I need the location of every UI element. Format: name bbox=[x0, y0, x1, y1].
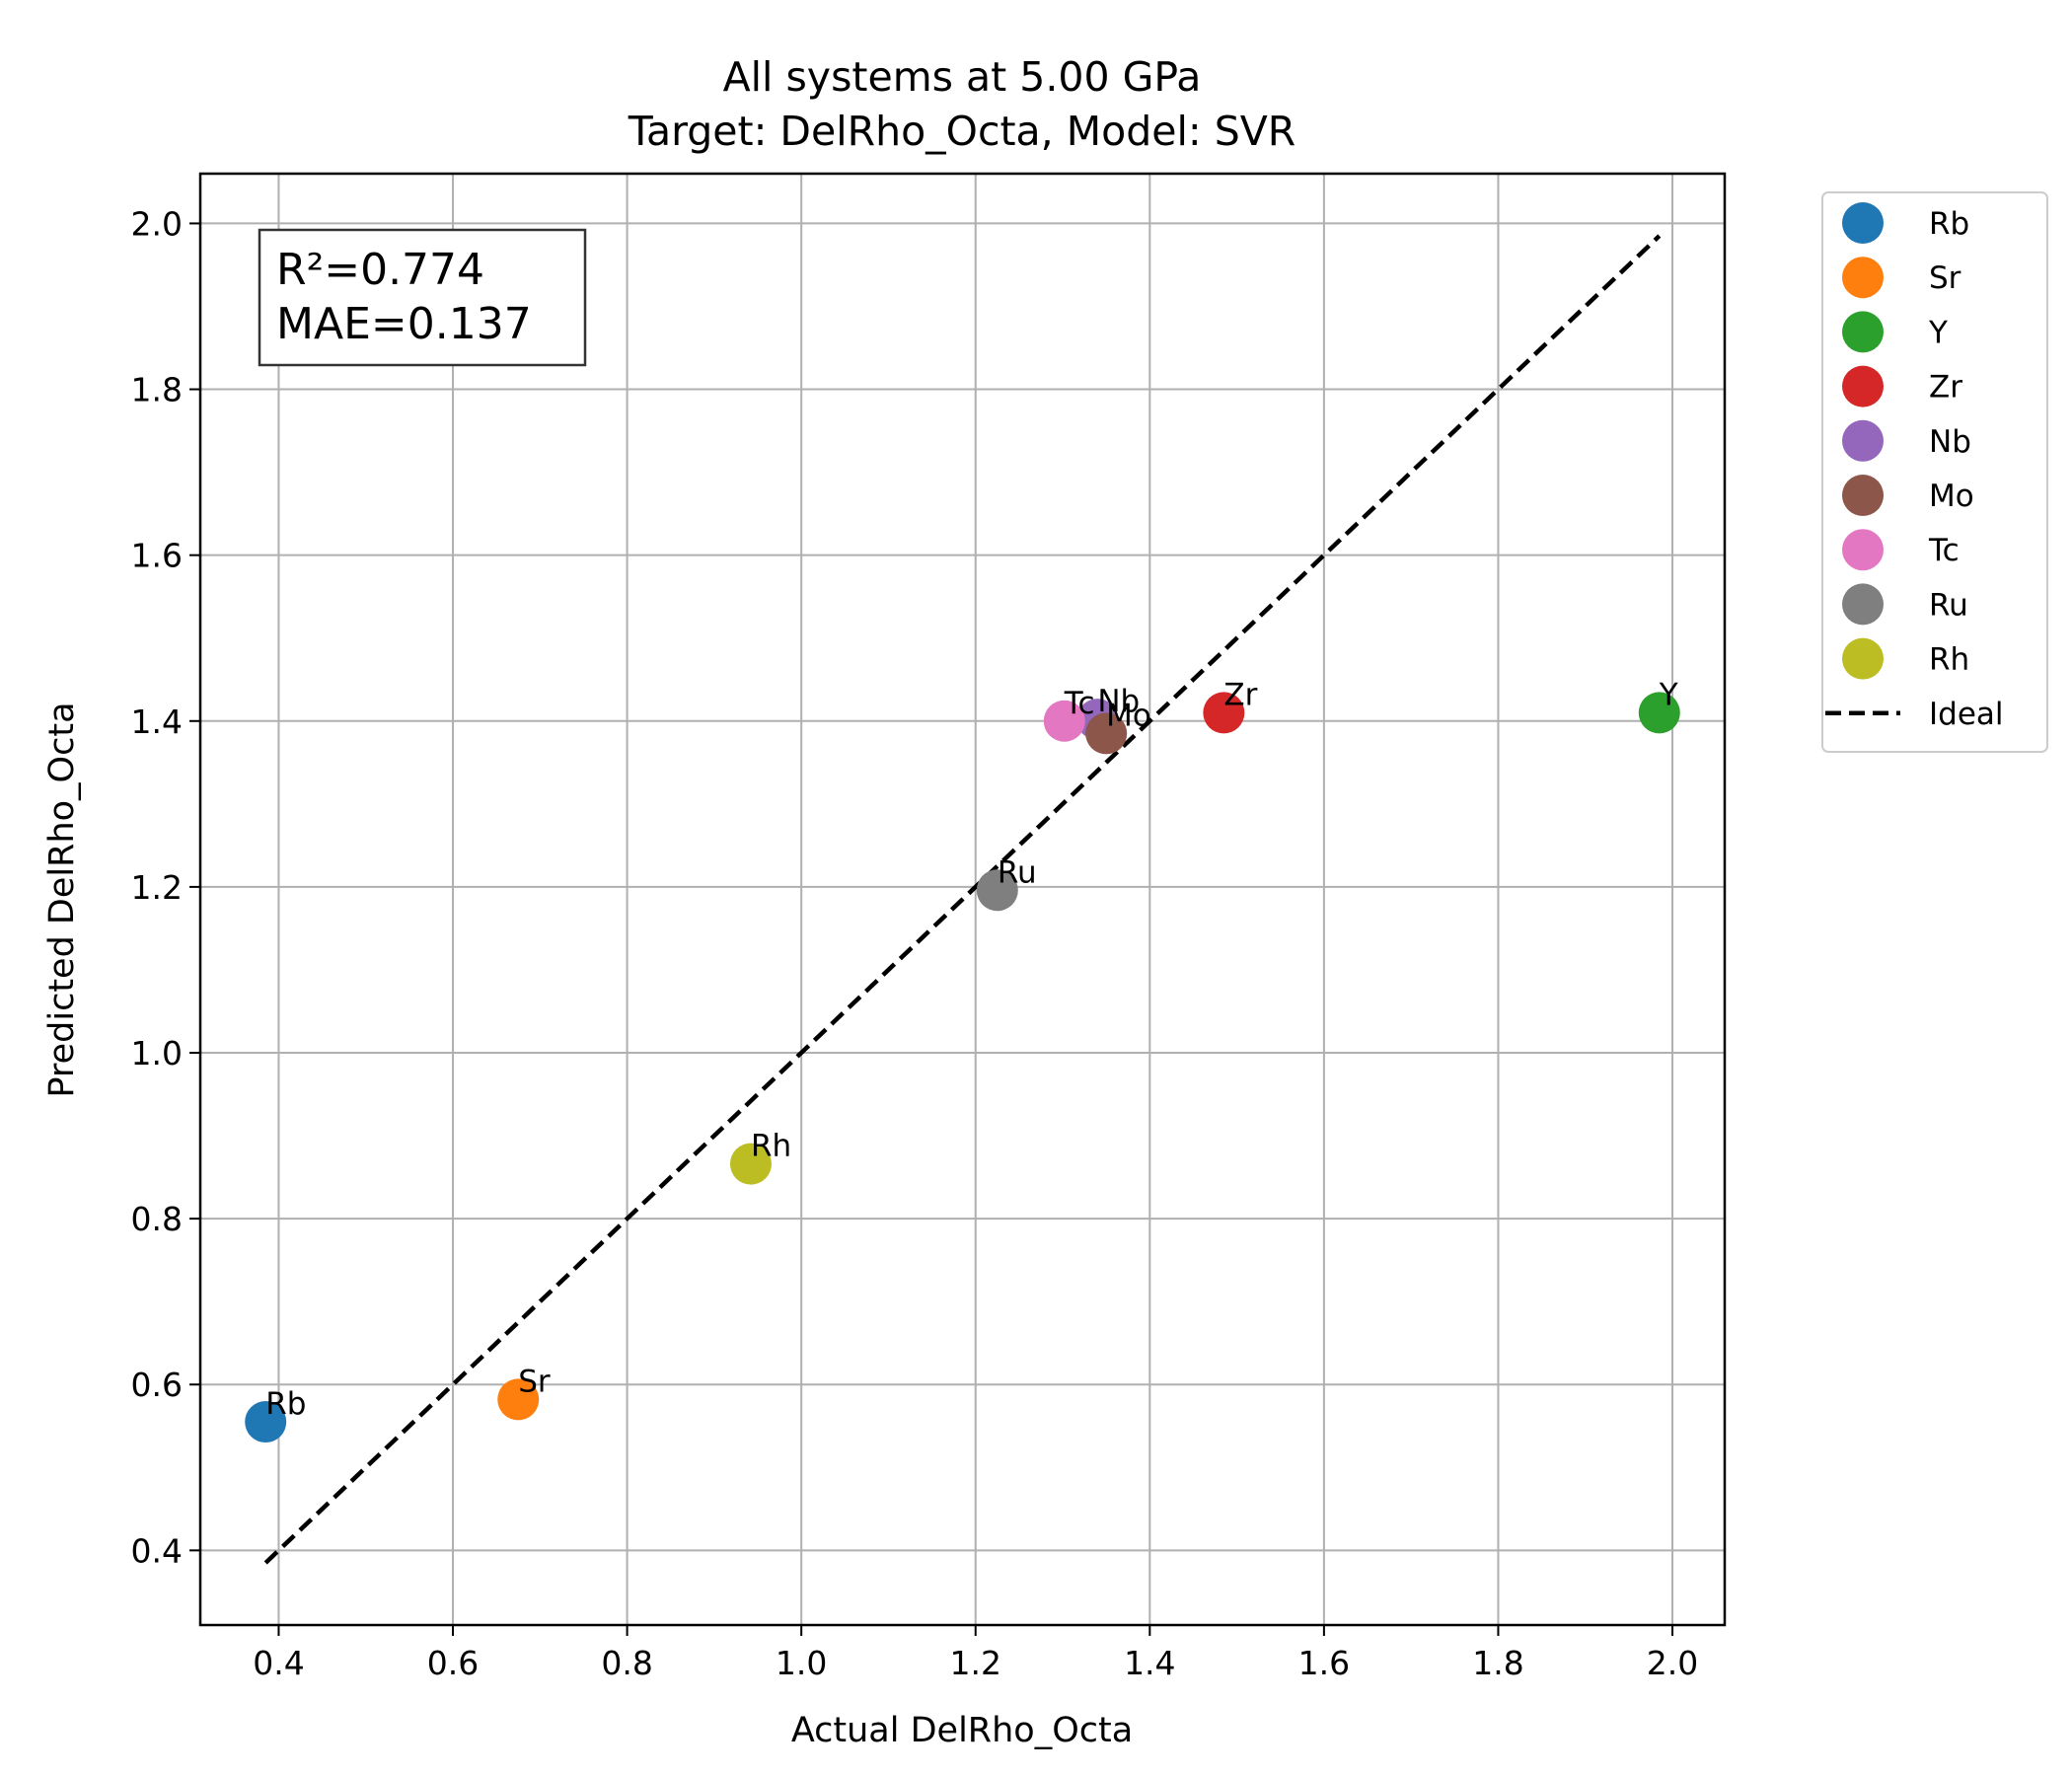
y-tick-label: 1.0 bbox=[131, 1034, 183, 1073]
point-label-rb: Rb bbox=[265, 1386, 306, 1422]
legend-label-mo: Mo bbox=[1929, 479, 1974, 514]
y-tick-label: 1.4 bbox=[131, 703, 183, 741]
mae-label: MAE=0.137 bbox=[276, 299, 532, 349]
point-y bbox=[1638, 692, 1680, 734]
legend-label-tc: Tc bbox=[1928, 533, 1960, 568]
legend-marker-zr bbox=[1842, 365, 1884, 407]
y-tick-label: 2.0 bbox=[131, 204, 183, 243]
point-sr bbox=[497, 1378, 540, 1421]
point-rh bbox=[729, 1143, 772, 1185]
point-mo bbox=[1085, 712, 1128, 755]
y-axis-ticks: 0.4 0.6 0.8 1.0 1.2 1.4 1.6 1.8 2.0 bbox=[131, 204, 200, 1570]
stats-box-frame bbox=[258, 228, 587, 367]
legend-marker-nb bbox=[1842, 419, 1884, 462]
legend-marker-y bbox=[1842, 311, 1884, 353]
legend-label-rh: Rh bbox=[1929, 642, 1969, 678]
point-tc bbox=[1043, 700, 1085, 742]
legend-marker-mo bbox=[1842, 475, 1884, 516]
legend-label-ideal: Ideal bbox=[1929, 697, 2004, 732]
point-rb bbox=[245, 1401, 287, 1443]
points-layer bbox=[245, 692, 1680, 1443]
point-zr bbox=[1203, 692, 1245, 734]
legend-marker-rb bbox=[1842, 202, 1884, 244]
legend: Rb Sr Y Zr Nb Mo Tc Ru Rh Ideal bbox=[1821, 191, 2048, 753]
y-axis-label: Predicted DelRho_Octa bbox=[42, 702, 82, 1097]
x-axis-label: Actual DelRho_Octa bbox=[791, 1711, 1133, 1750]
legend-marker-ru bbox=[1842, 583, 1884, 626]
legend-label-sr: Sr bbox=[1929, 260, 1961, 296]
point-label-y: Y bbox=[1659, 677, 1678, 712]
x-axis-ticks: 0.4 0.6 0.8 1.0 1.2 1.4 1.6 1.8 2.0 bbox=[253, 1625, 1698, 1682]
plot-frame bbox=[198, 172, 1727, 1627]
legend-label-y: Y bbox=[1928, 315, 1948, 350]
x-tick-label: 1.6 bbox=[1298, 1644, 1350, 1682]
chart-title-line-2: Target: DelRho_Octa, Model: SVR bbox=[628, 108, 1296, 155]
y-tick-label: 0.4 bbox=[131, 1531, 183, 1570]
r-squared-label: R²=0.774 bbox=[276, 245, 484, 295]
x-tick-label: 1.2 bbox=[950, 1644, 1001, 1682]
chart-title-line-1: All systems at 5.00 GPa bbox=[723, 53, 1202, 101]
y-tick-label: 1.8 bbox=[131, 371, 183, 409]
legend-marker-sr bbox=[1842, 257, 1884, 299]
point-label-zr: Zr bbox=[1223, 677, 1257, 712]
x-tick-label: 2.0 bbox=[1647, 1644, 1698, 1682]
legend-label-zr: Zr bbox=[1929, 370, 1962, 406]
x-tick-label: 1.0 bbox=[776, 1644, 827, 1682]
x-tick-label: 1.4 bbox=[1124, 1644, 1175, 1682]
point-label-nb: Nb bbox=[1097, 684, 1140, 719]
y-tick-label: 1.6 bbox=[131, 537, 183, 575]
legend-label-ru: Ru bbox=[1929, 587, 1968, 623]
point-label-sr: Sr bbox=[518, 1364, 551, 1399]
y-tick-label: 0.6 bbox=[131, 1366, 183, 1404]
point-ru bbox=[976, 869, 1018, 912]
point-label-ru: Ru bbox=[998, 854, 1037, 890]
legend-label-rb: Rb bbox=[1929, 206, 1969, 242]
point-label-tc: Tc bbox=[1064, 686, 1095, 721]
x-tick-label: 0.6 bbox=[427, 1644, 479, 1682]
legend-entries: Rb Sr Y Zr Nb Mo Tc Ru Rh Ideal bbox=[1825, 202, 2004, 732]
ideal-line-layer bbox=[263, 234, 1662, 1565]
stats-box: R²=0.774 MAE=0.137 bbox=[258, 228, 587, 367]
grid bbox=[200, 174, 1725, 1625]
x-tick-label: 0.4 bbox=[253, 1644, 304, 1682]
x-tick-label: 1.8 bbox=[1472, 1644, 1523, 1682]
legend-marker-rh bbox=[1842, 637, 1884, 680]
y-tick-label: 1.2 bbox=[131, 868, 183, 907]
y-tick-label: 0.8 bbox=[131, 1200, 183, 1238]
legend-label-nb: Nb bbox=[1929, 424, 1971, 460]
legend-marker-tc bbox=[1842, 529, 1884, 571]
point-label-rh: Rh bbox=[751, 1129, 791, 1164]
point-label-mo: Mo bbox=[1106, 698, 1151, 733]
ideal-line bbox=[263, 234, 1662, 1565]
x-tick-label: 0.8 bbox=[601, 1644, 652, 1682]
